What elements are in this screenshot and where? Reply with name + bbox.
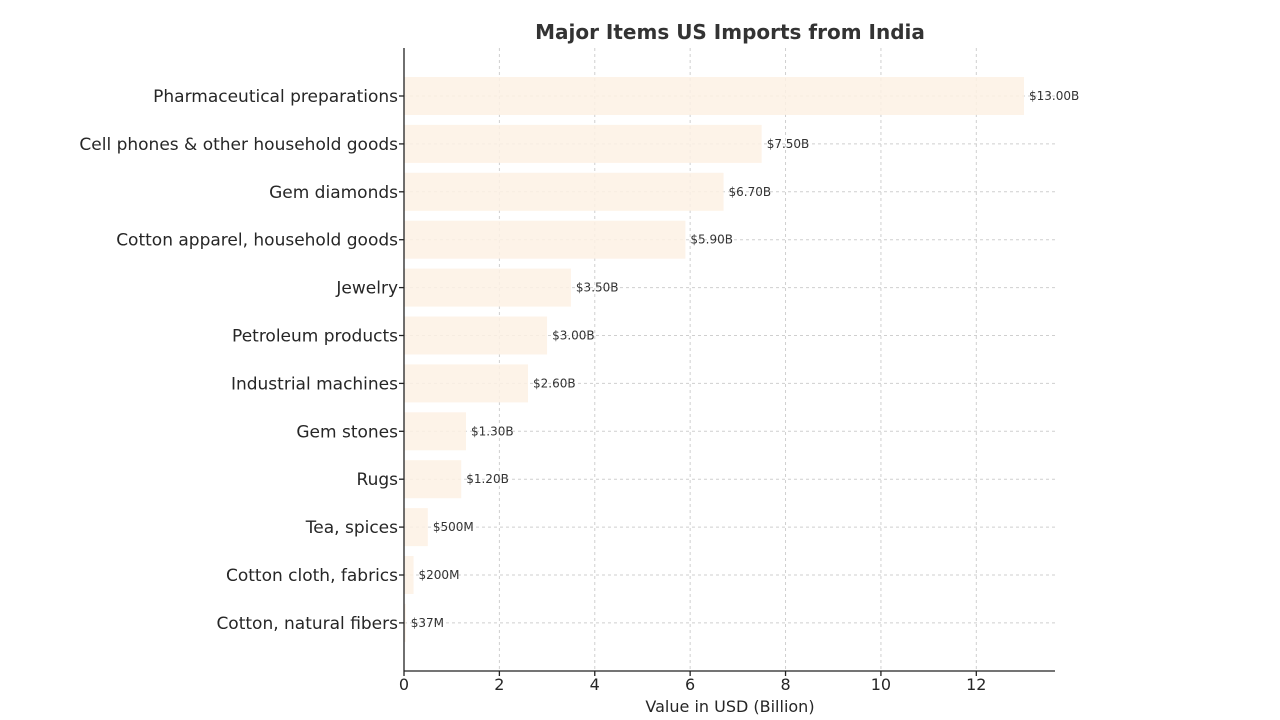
data-label: $200M [419,568,460,582]
x-tick-label: 8 [780,675,790,694]
bar [404,556,414,594]
axes [403,48,1055,672]
bar [404,124,762,163]
x-tick-label: 6 [685,675,695,694]
value-labels: $13.00B $7.50B $6.70B $5.90B $3.50B $3.00B $2.… [411,89,1079,630]
category-label: Gem diamonds [269,183,398,203]
bar [404,172,724,211]
bars [404,77,1024,642]
data-label: $1.30B [471,424,514,438]
bar [404,460,462,499]
category-label: Gem stones [296,422,398,442]
category-label: Cotton apparel, household goods [116,231,398,251]
data-label: $3.00B [552,329,595,343]
category-label: Cotton, natural fibers [216,614,398,634]
category-labels: Pharmaceutical preparations Cell phones &… [79,87,398,634]
bar [404,412,466,451]
data-label: $6.70B [729,185,772,199]
x-ticks: 0 2 4 6 8 10 12 [399,95,986,694]
category-label: Cotton cloth, fabrics [226,566,398,586]
category-label: Petroleum products [232,327,398,347]
data-label: $3.50B [576,281,619,295]
x-axis-label: Value in USD (Billion) [645,697,814,716]
x-tick-label: 0 [399,675,409,694]
category-label: Industrial machines [231,374,398,394]
x-tick-label: 10 [871,675,891,694]
data-label: $2.60B [533,376,576,390]
data-label: $1.20B [466,472,509,486]
data-label: $500M [433,520,474,534]
data-label: $5.90B [690,233,733,247]
bar [404,603,406,642]
data-label: $7.50B [767,137,810,151]
bar [404,364,528,403]
category-label: Pharmaceutical preparations [153,87,398,107]
data-label: $37M [411,616,444,630]
bar [404,220,686,259]
bar [404,268,571,307]
x-tick-label: 12 [966,675,986,694]
category-label: Rugs [357,470,399,490]
bar [404,508,428,547]
category-label: Cell phones & other household goods [79,135,398,155]
data-label: $13.00B [1029,89,1079,103]
x-tick-label: 4 [590,675,600,694]
bar [404,316,548,355]
category-label: Jewelry [335,279,398,299]
bar [404,77,1024,115]
category-label: Tea, spices [305,518,398,538]
chart-title: Major Items US Imports from India [535,20,925,44]
x-tick-label: 2 [494,675,504,694]
